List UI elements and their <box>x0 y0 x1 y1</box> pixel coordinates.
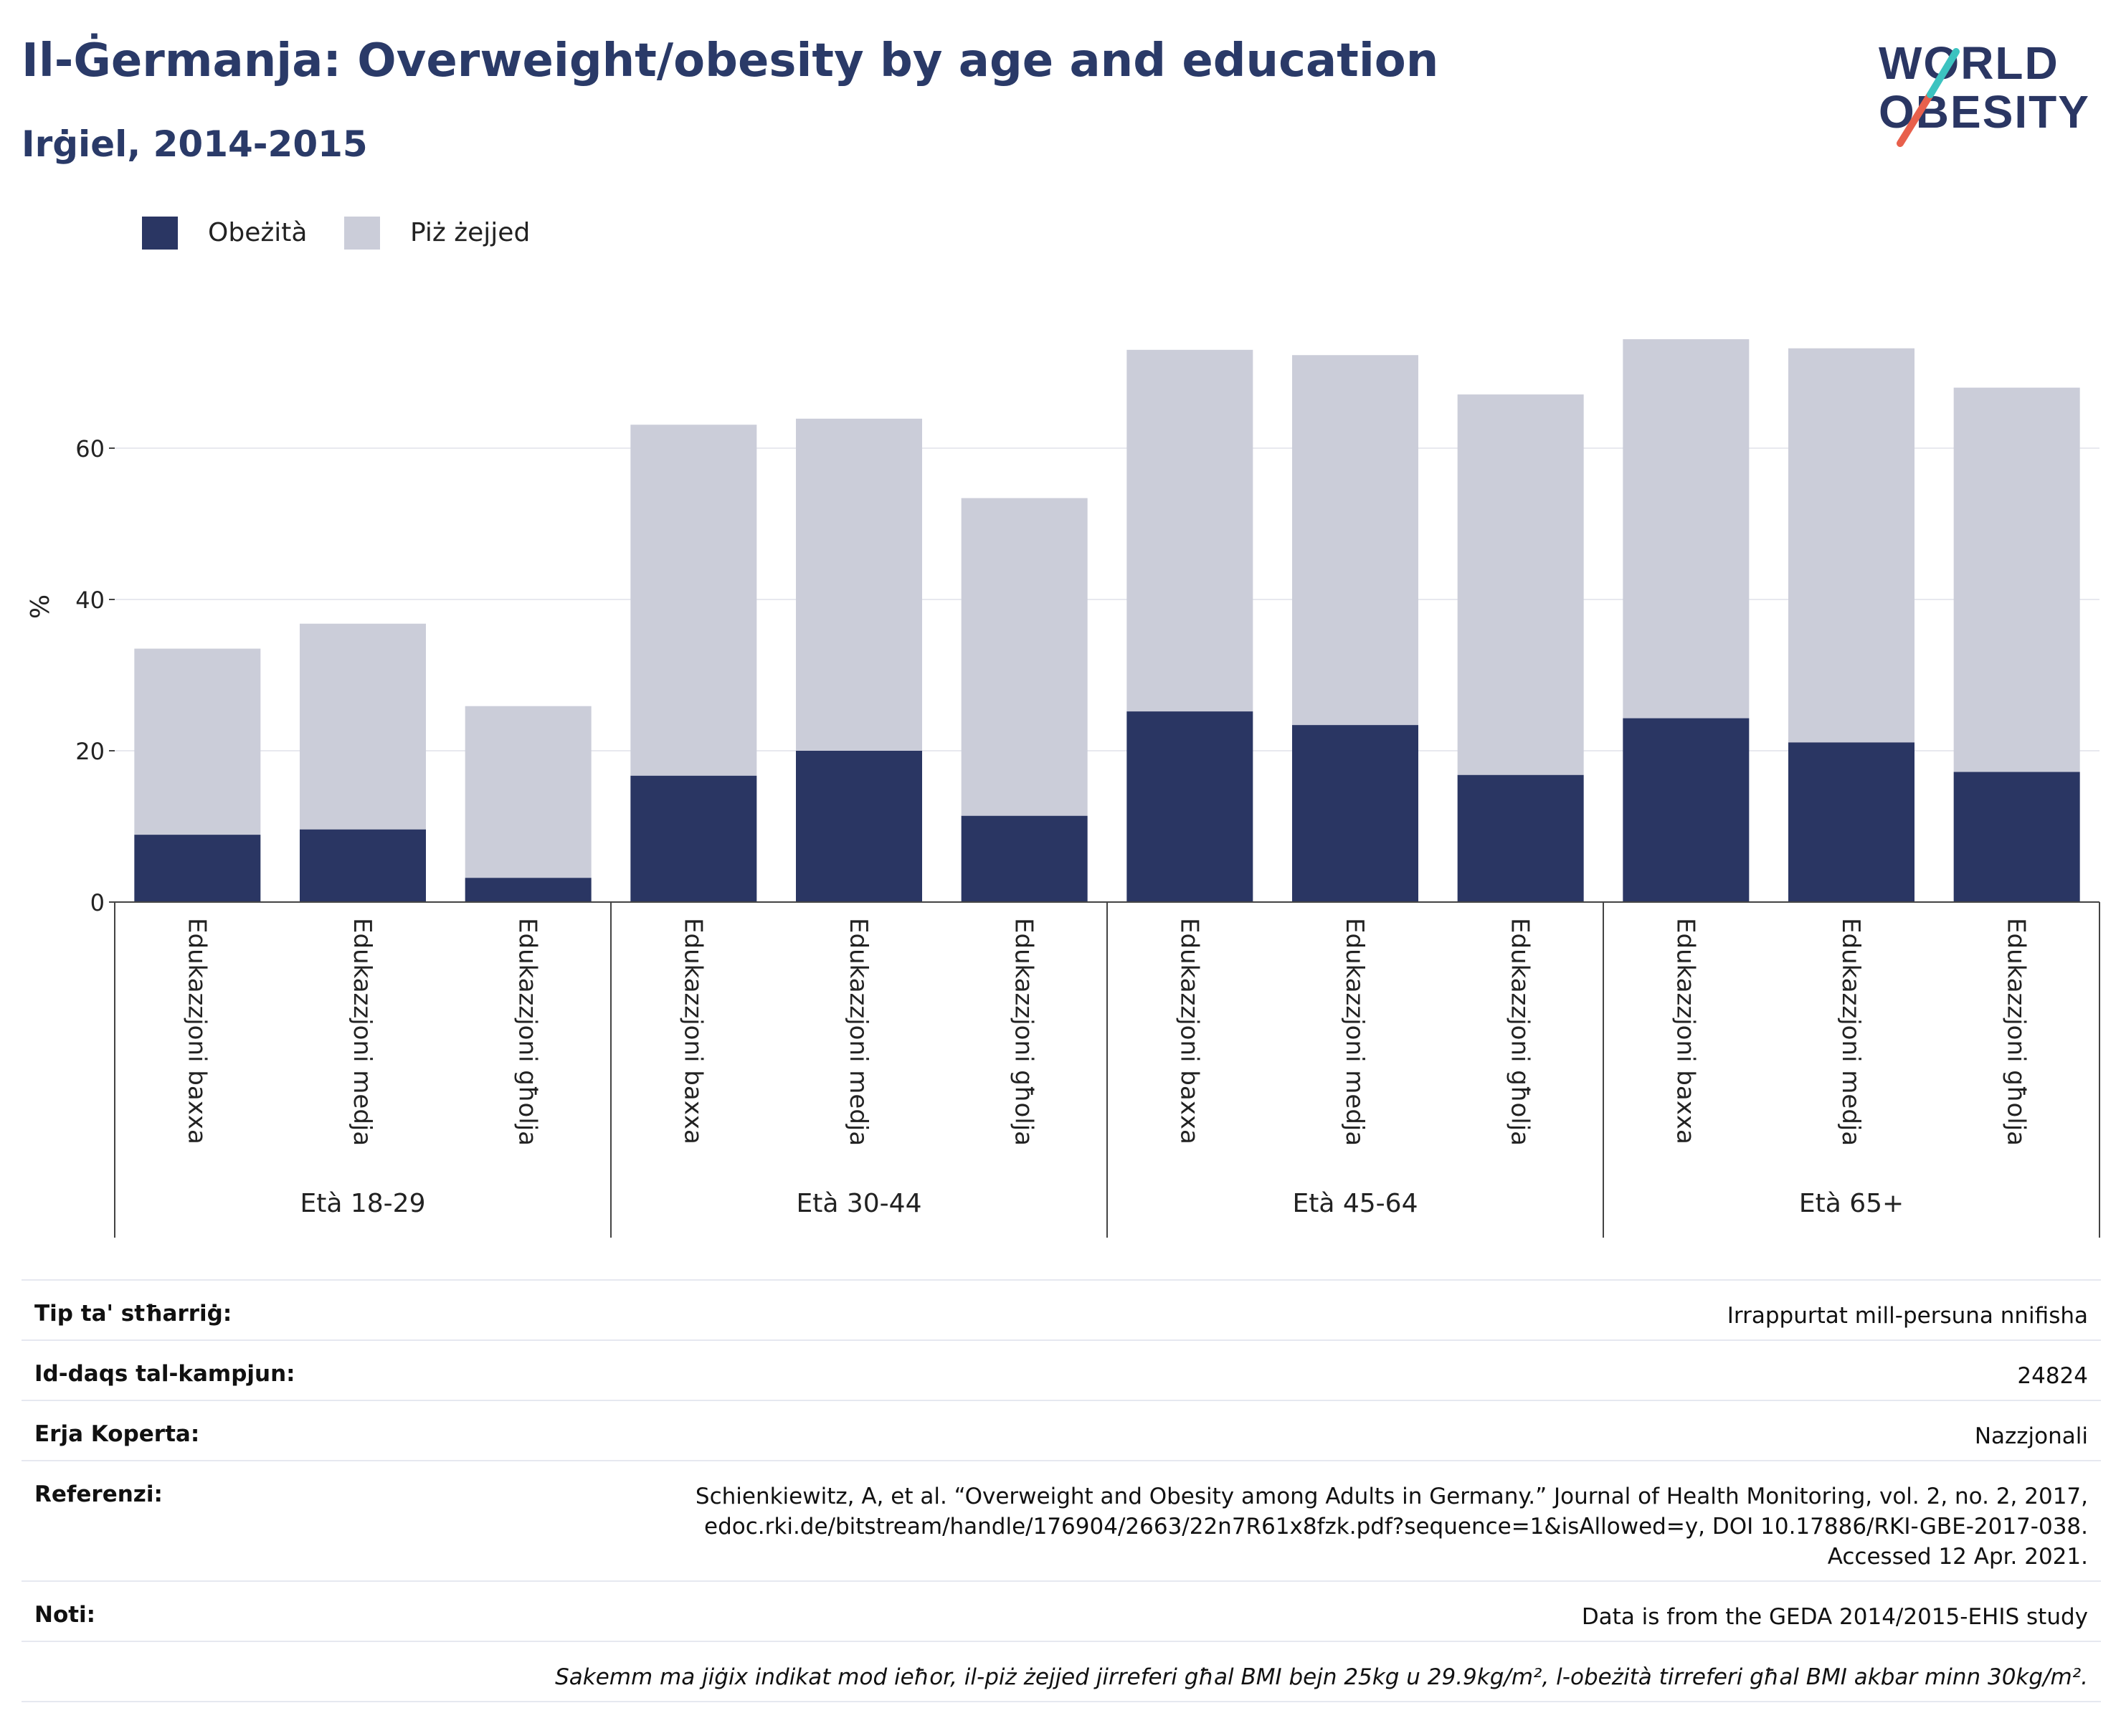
bar-overweight <box>1953 387 2080 772</box>
legend-swatch-overweight <box>344 217 380 250</box>
metadata-row: Sakemm ma jiġix indikat mod ieħor, il-pi… <box>22 1641 2101 1701</box>
metadata-row: Noti: Data is from the GEDA 2014/2015-EHI… <box>22 1580 2101 1641</box>
metadata-row: Erja Koperta: Nazzjonali <box>22 1400 2101 1460</box>
group-label: Età 45-64 <box>1293 1189 1418 1218</box>
bar-overweight <box>630 424 757 776</box>
y-tick-label: 60 <box>75 435 105 463</box>
x-tick-label: Edukazzjoni għolja <box>2002 918 2031 1146</box>
bar-obesity <box>300 829 426 902</box>
metadata-table: Tip ta' stħarriġ: Irrappurtat mill-persun… <box>22 1279 2101 1702</box>
metadata-value-line: Schienkiewitz, A, et al. “Overweight and… <box>695 1484 2088 1509</box>
bar-obesity <box>961 815 1088 902</box>
x-tick-label: Edukazzjoni medja <box>1836 918 1865 1146</box>
metadata-label: Id-daqs tal-kampjun: <box>34 1361 295 1387</box>
metadata-value-line: Accessed 12 Apr. 2021. <box>1827 1544 2088 1570</box>
group-label: Età 30-44 <box>797 1189 922 1218</box>
bar-overweight <box>796 418 922 751</box>
y-tick-label: 0 <box>90 889 105 916</box>
bar-obesity <box>1623 718 1750 902</box>
bar-obesity <box>1953 772 2080 902</box>
y-axis-label: % <box>26 594 55 619</box>
x-tick-label: Edukazzjoni baxxa <box>678 918 707 1144</box>
world-obesity-logo: WORLD OBESITY <box>1879 37 2090 147</box>
metadata-value: Irrappurtat mill-persuna nnifisha <box>1727 1301 2088 1331</box>
bar-obesity <box>796 751 922 902</box>
bar-obesity <box>1126 711 1253 902</box>
bar-obesity <box>630 775 757 902</box>
bar-overweight <box>1623 339 1750 718</box>
chart-subtitle: Irġiel, 2014-2015 <box>22 123 368 165</box>
metadata-value-line: 24824 <box>2017 1363 2088 1389</box>
bar-obesity <box>1457 774 1584 902</box>
bar-obesity <box>465 878 592 902</box>
metadata-label: Noti: <box>34 1602 96 1628</box>
bar-overweight <box>1457 394 1584 775</box>
metadata-row: Id-daqs tal-kampjun: 24824 <box>22 1339 2101 1400</box>
bar-overweight <box>134 648 261 835</box>
bar-obesity <box>134 835 261 902</box>
metadata-value-line: Sakemm ma jiġix indikat mod ieħor, il-pi… <box>555 1664 2088 1690</box>
svg-text:WORLD: WORLD <box>1879 37 2059 89</box>
y-tick-label: 40 <box>75 587 105 614</box>
metadata-label: Referenzi: <box>34 1481 163 1507</box>
metadata-value: Data is from the GEDA 2014/2015-EHIS stu… <box>1582 1602 2088 1632</box>
y-tick-label: 20 <box>75 738 105 765</box>
x-tick-label: Edukazzjoni għolja <box>513 918 542 1146</box>
x-tick-label: Edukazzjoni għolja <box>1506 918 1534 1146</box>
group-label: Età 65+ <box>1799 1189 1904 1218</box>
metadata-value-line: edoc.rki.de/bitstream/handle/176904/2663… <box>704 1514 2088 1540</box>
metadata-value: Nazzjonali <box>1975 1421 2088 1451</box>
metadata-label: Erja Koperta: <box>34 1421 200 1447</box>
x-tick-label: Edukazzjoni baxxa <box>1671 918 1699 1144</box>
bar-overweight <box>465 706 592 878</box>
metadata-row: Referenzi: Schienkiewitz, A, et al. “Over… <box>22 1460 2101 1580</box>
stacked-bar-chart: 0 20 40 60% Edukazzjoni baxxa Edukazzjoni med… <box>26 339 2100 1238</box>
metadata-value: Sakemm ma jiġix indikat mod ieħor, il-pi… <box>555 1662 2088 1692</box>
legend-swatch-obesity <box>142 217 178 250</box>
x-tick-label: Edukazzjoni baxxa <box>182 918 211 1144</box>
metadata-value: Schienkiewitz, A, et al. “Overweight and… <box>696 1481 2088 1572</box>
bar-overweight <box>300 623 426 830</box>
legend-label-overweight: Piż żejjed <box>410 218 531 247</box>
bar-overweight <box>961 498 1088 816</box>
bar-obesity <box>1292 725 1418 902</box>
bar-overweight <box>1126 349 1253 712</box>
x-tick-label: Edukazzjoni medja <box>844 918 873 1146</box>
x-tick-label: Edukazzjoni għolja <box>1010 918 1038 1146</box>
metadata-bottom-rule <box>22 1701 2101 1702</box>
metadata-label: Tip ta' stħarriġ: <box>34 1301 232 1327</box>
bar-overweight <box>1788 348 1914 743</box>
x-tick-label: Edukazzjoni medja <box>1340 918 1369 1146</box>
svg-text:OBESITY: OBESITY <box>1879 86 2090 138</box>
metadata-value-line: Data is from the GEDA 2014/2015-EHIS stu… <box>1581 1604 2088 1630</box>
group-label: Età 18-29 <box>300 1189 426 1218</box>
metadata-value-line: Nazzjonali <box>1974 1423 2088 1449</box>
x-tick-label: Edukazzjoni baxxa <box>1175 918 1203 1144</box>
bar-obesity <box>1788 742 1914 902</box>
legend-label-obesity: Obeżità <box>208 218 308 247</box>
metadata-value-line: Irrappurtat mill-persuna nnifisha <box>1727 1303 2088 1329</box>
x-tick-label: Edukazzjoni medja <box>348 918 376 1146</box>
chart-title: Il-Ġermanja: Overweight/obesity by age a… <box>22 34 1439 87</box>
metadata-value: 24824 <box>2017 1361 2088 1391</box>
metadata-row: Tip ta' stħarriġ: Irrappurtat mill-persun… <box>22 1279 2101 1339</box>
bar-overweight <box>1292 355 1418 726</box>
